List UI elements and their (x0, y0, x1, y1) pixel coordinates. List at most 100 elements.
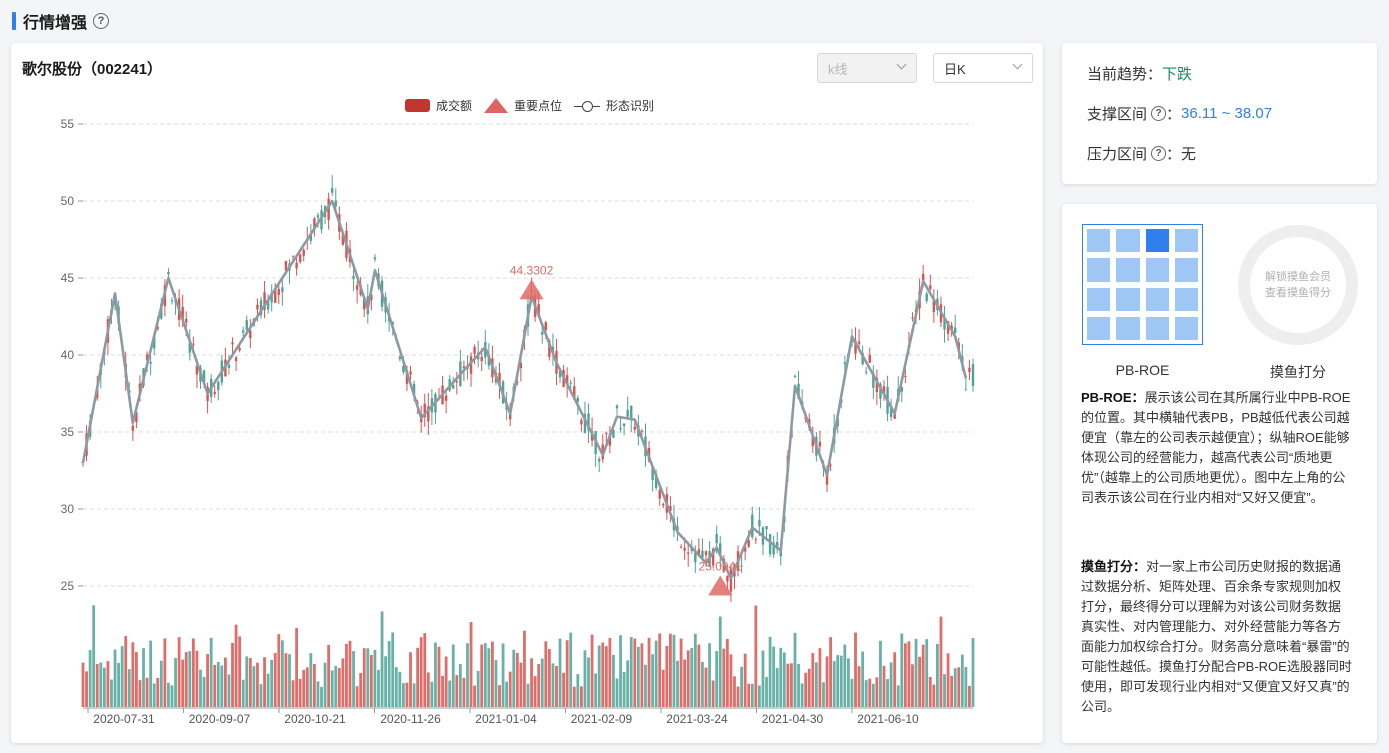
volume-bar (679, 638, 683, 707)
volume-bar (918, 656, 921, 707)
candle-body (683, 547, 686, 551)
section-header: 行情增强 ? (12, 8, 110, 34)
volume-bar (523, 630, 526, 707)
volume-bar (551, 663, 555, 707)
volume-bar (81, 662, 85, 707)
volume-bar (412, 683, 416, 707)
candle-body (573, 386, 576, 400)
candle-body (202, 370, 206, 383)
volume-bar (110, 679, 113, 707)
kline-select[interactable]: k线 (817, 53, 917, 83)
volume-bar (871, 683, 875, 707)
candlestick-chart[interactable]: 55 50 45 40 35 30 25 44.3302 25.0941 2020-07-31 20… (11, 43, 1043, 743)
pb-roe-matrix[interactable] (1082, 224, 1203, 345)
volume-bar (494, 660, 498, 707)
candle-body (857, 341, 861, 344)
volume-bar (537, 664, 541, 707)
volume-bar (238, 636, 242, 707)
candle-body (284, 261, 288, 271)
section-title: 行情增强 (23, 15, 88, 32)
volume-bar (402, 683, 405, 707)
candle-body (615, 405, 619, 409)
volume-bar (99, 662, 103, 707)
candle-body (256, 304, 259, 310)
candle-body (743, 546, 747, 552)
help-icon[interactable]: ? (93, 13, 110, 29)
candle-body (302, 249, 305, 256)
volume-bar (483, 643, 487, 707)
candle-body (153, 336, 156, 349)
volume-bar (209, 637, 213, 707)
candle-body (587, 413, 590, 431)
candle-body (145, 354, 149, 361)
volume-bar (430, 681, 434, 707)
candle-body (249, 330, 252, 338)
volume-bar (505, 681, 509, 707)
volume-bar (295, 627, 298, 707)
volume-bar (199, 669, 202, 707)
volume-bar (544, 641, 548, 707)
pressure-label: 压力区间 (1087, 146, 1148, 163)
volume-bar (807, 668, 811, 707)
volume-bar (508, 671, 512, 707)
volume-bar (391, 632, 395, 707)
candle-body (875, 377, 879, 393)
candle-body (971, 364, 975, 386)
candle-body (409, 371, 412, 375)
candle-body (654, 473, 658, 488)
candle-body (612, 429, 615, 438)
candle-body (331, 188, 334, 193)
volume-bar (106, 661, 110, 707)
y-tick-label: 55 (61, 117, 75, 131)
candle-body (580, 420, 583, 425)
support-row: 支撑区间 ? ： 36.11 ~ 38.07 (1087, 103, 1272, 124)
volume-bar (170, 685, 174, 707)
volume-bar (195, 650, 199, 707)
volume-bar (355, 686, 359, 707)
legend-pattern[interactable]: 形态识别 (574, 97, 654, 114)
volume-bar (345, 643, 348, 707)
volume-bar (839, 655, 843, 707)
legend-volume[interactable]: 成交额 (405, 97, 472, 114)
volume-bar (782, 652, 786, 707)
help-icon[interactable]: ? (1151, 146, 1167, 161)
candle-body (772, 542, 775, 555)
moyu-score-ring[interactable]: 解锁摸鱼会员 查看摸鱼得分 (1238, 225, 1358, 345)
volume-bar (245, 656, 249, 707)
volume-bar (722, 648, 726, 707)
candle-body (156, 327, 159, 329)
help-icon[interactable]: ? (1151, 106, 1167, 121)
candle-body (309, 234, 313, 241)
section-accent-bar (12, 12, 16, 30)
candle-body (462, 366, 466, 369)
volume-bar (120, 646, 124, 707)
volume-bar (693, 633, 697, 707)
volume-bar (135, 652, 138, 707)
candle-body (341, 234, 345, 245)
volume-bar (512, 649, 516, 707)
volume-bar (85, 671, 88, 707)
pb-roe-desc-title: PB-ROE： (1081, 390, 1145, 405)
legend-key-points[interactable]: 重要点位 (484, 97, 562, 114)
volume-bar (519, 662, 523, 707)
period-select[interactable]: 日K (933, 53, 1033, 83)
candle-body (242, 330, 245, 333)
volume-bar (601, 642, 605, 707)
candle-body (829, 464, 832, 466)
candle-body (313, 218, 316, 230)
volume-bar (387, 641, 391, 707)
candle-body (868, 355, 871, 363)
candle-body (658, 489, 661, 499)
volume-bar (124, 636, 128, 707)
volume-bar (907, 641, 911, 707)
candle-body (213, 391, 216, 395)
candle-body (352, 275, 355, 280)
volume-bar (701, 661, 704, 707)
volume-bar (309, 653, 313, 707)
candle-body (900, 387, 903, 392)
volume-bar (149, 640, 153, 707)
legend-pattern-label: 形态识别 (606, 99, 655, 113)
volume-bar (298, 678, 302, 707)
volume-bar (469, 621, 473, 707)
candle-body (192, 343, 195, 345)
